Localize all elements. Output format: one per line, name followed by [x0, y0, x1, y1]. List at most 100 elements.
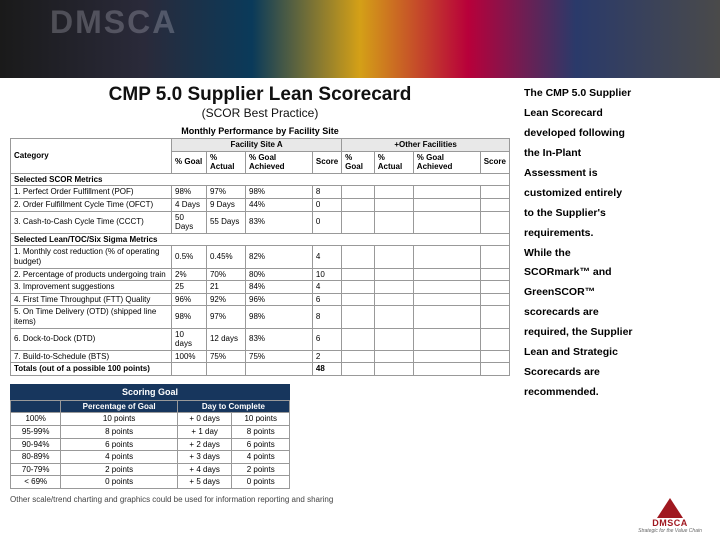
content-area: CMP 5.0 Supplier Lean Scorecard (SCOR Be…: [0, 78, 720, 508]
metric-cell: [342, 246, 375, 268]
metric-cell: [342, 186, 375, 199]
metric-cell: 75%: [246, 350, 313, 363]
metric-cell: [342, 328, 375, 350]
metric-cell: [342, 306, 375, 328]
metric-cell: [342, 350, 375, 363]
metric-cell: [413, 211, 480, 233]
scoring-cell: 100%: [11, 413, 61, 426]
scoring-cell: 6 points: [61, 438, 177, 451]
section-label: Selected SCOR Metrics: [11, 173, 510, 186]
metric-cell: [480, 268, 509, 281]
banner-watermark: DMSCA: [50, 4, 177, 41]
metric-cell: 2%: [172, 268, 207, 281]
metric-cell: [374, 281, 413, 294]
scoring-col: Percentage of Goal: [61, 400, 177, 413]
metric-cell: [342, 211, 375, 233]
scoring-cell: + 3 days: [177, 451, 232, 464]
side-line: Scorecards are: [524, 363, 712, 383]
metric-cell: [413, 281, 480, 294]
metric-label: 1. Monthly cost reduction (% of operatin…: [11, 246, 172, 268]
totals-row: Totals (out of a possible 100 points)48: [11, 363, 510, 376]
metric-cell: 6: [312, 293, 341, 306]
metric-cell: [413, 306, 480, 328]
table-row: 2. Order Fulfillment Cycle Time (OFCT)4 …: [11, 198, 510, 211]
scoring-head: Percentage of GoalDay to Complete: [11, 400, 290, 413]
metric-cell: [480, 211, 509, 233]
side-line: recommended.: [524, 383, 712, 403]
footnote: Other scale/trend charting and graphics …: [10, 495, 510, 504]
perf-subheader: Score: [312, 151, 341, 173]
metric-cell: 0: [312, 198, 341, 211]
totals-cell: [413, 363, 480, 376]
metric-cell: [480, 328, 509, 350]
scoring-row: 100%10 points+ 0 days10 points: [11, 413, 290, 426]
side-text: The CMP 5.0 SupplierLean Scorecarddevelo…: [524, 84, 712, 403]
metric-cell: [374, 293, 413, 306]
metric-cell: [480, 246, 509, 268]
side-line: GreenSCOR™: [524, 283, 712, 303]
metric-cell: 96%: [246, 293, 313, 306]
metric-cell: 8: [312, 306, 341, 328]
metric-cell: 0: [312, 211, 341, 233]
metric-cell: 2: [312, 350, 341, 363]
table-row: 4. First Time Throughput (FTT) Quality96…: [11, 293, 510, 306]
col-other-facilities: +Other Facilities: [342, 139, 510, 152]
scoring-table: Percentage of GoalDay to Complete 100%10…: [10, 400, 290, 489]
metric-cell: [480, 350, 509, 363]
metric-cell: [413, 328, 480, 350]
scoring-cell: 6 points: [232, 438, 290, 451]
side-line: While the: [524, 244, 712, 264]
col-category: Category: [11, 139, 172, 174]
metric-cell: 0.5%: [172, 246, 207, 268]
metric-cell: 83%: [246, 211, 313, 233]
totals-label: Totals (out of a possible 100 points): [11, 363, 172, 376]
scoring-row: 70-79%2 points+ 4 days2 points: [11, 463, 290, 476]
metric-cell: 55 Days: [206, 211, 245, 233]
metric-cell: 4: [312, 281, 341, 294]
metric-cell: 92%: [206, 293, 245, 306]
scoring-cell: 2 points: [61, 463, 177, 476]
scoring-cell: 4 points: [232, 451, 290, 464]
logo-text: DMSCA: [638, 518, 702, 528]
metric-cell: [413, 198, 480, 211]
metric-cell: 98%: [246, 186, 313, 199]
scoring-row: 90-94%6 points+ 2 days6 points: [11, 438, 290, 451]
metric-cell: 4: [312, 246, 341, 268]
metric-cell: [374, 350, 413, 363]
metric-label: 1. Perfect Order Fulfillment (POF): [11, 186, 172, 199]
metric-cell: 9 Days: [206, 198, 245, 211]
metric-cell: 21: [206, 281, 245, 294]
logo-triangle-icon: [657, 498, 683, 518]
scoring-row: < 69%0 points+ 5 days0 points: [11, 476, 290, 489]
metric-label: 2. Order Fulfillment Cycle Time (OFCT): [11, 198, 172, 211]
metric-cell: 82%: [246, 246, 313, 268]
col-facility-a: Facility Site A: [172, 139, 342, 152]
metric-cell: [342, 281, 375, 294]
metric-cell: 6: [312, 328, 341, 350]
logo-tagline: Strategic for the Value Chain: [638, 528, 702, 534]
metric-cell: [374, 268, 413, 281]
perf-subheader: % Goal Achieved: [246, 151, 313, 173]
table-row: 1. Perfect Order Fulfillment (POF)98%97%…: [11, 186, 510, 199]
scoring-cell: 90-94%: [11, 438, 61, 451]
metric-cell: [374, 186, 413, 199]
metric-label: 2. Percentage of products undergoing tra…: [11, 268, 172, 281]
page-title: CMP 5.0 Supplier Lean Scorecard: [10, 84, 510, 106]
side-line: SCORmark™ and: [524, 263, 712, 283]
metric-cell: 10: [312, 268, 341, 281]
side-line: developed following: [524, 124, 712, 144]
metric-cell: [413, 350, 480, 363]
scoring-cell: 10 points: [61, 413, 177, 426]
metric-cell: 12 days: [206, 328, 245, 350]
metric-cell: [342, 293, 375, 306]
metric-cell: [342, 268, 375, 281]
metric-label: 6. Dock-to-Dock (DTD): [11, 328, 172, 350]
metric-cell: 100%: [172, 350, 207, 363]
scoring-cell: < 69%: [11, 476, 61, 489]
side-line: customized entirely: [524, 184, 712, 204]
scoring-header: Scoring Goal: [10, 384, 290, 400]
scoring-cell: + 1 day: [177, 426, 232, 439]
scoring-cell: 0 points: [232, 476, 290, 489]
metric-cell: [413, 186, 480, 199]
scoring-cell: 0 points: [61, 476, 177, 489]
